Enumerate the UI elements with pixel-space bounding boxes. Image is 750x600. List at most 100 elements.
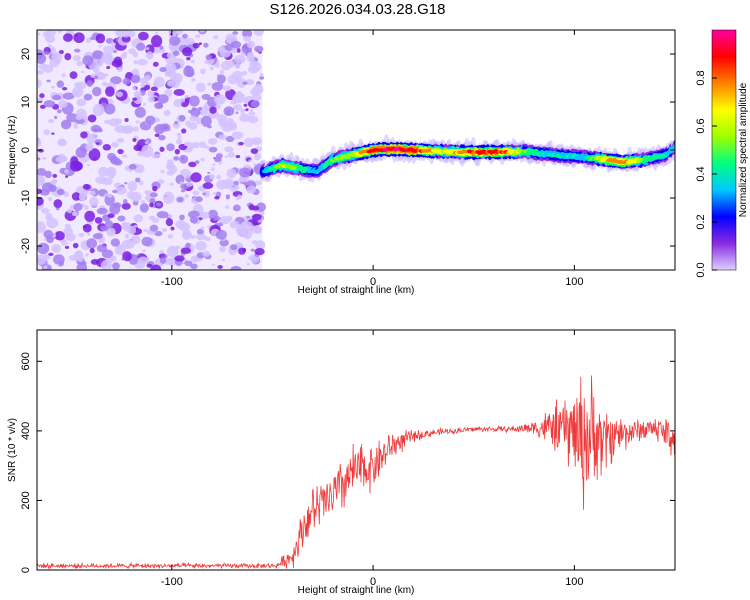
noise-blob xyxy=(85,142,94,152)
noise-blob xyxy=(122,198,128,204)
noise-blob xyxy=(132,86,137,90)
noise-blob xyxy=(248,159,252,162)
noise-blob xyxy=(223,106,235,117)
frequency-ridge xyxy=(259,134,675,183)
noise-blob xyxy=(114,125,126,134)
noise-blob xyxy=(235,111,239,114)
noise-blob xyxy=(84,210,96,222)
noise-blob xyxy=(182,33,188,39)
noise-blob xyxy=(37,97,44,103)
noise-blob xyxy=(37,32,41,36)
noise-blob xyxy=(154,102,163,110)
noise-blob xyxy=(54,230,65,241)
noise-blob xyxy=(166,245,179,258)
noise-blob xyxy=(116,91,123,98)
noise-blob xyxy=(57,138,67,146)
noise-blob xyxy=(207,82,212,86)
colorbar-tick-label: 0.6 xyxy=(695,118,707,133)
noise-blob xyxy=(195,233,207,241)
noise-blob xyxy=(225,135,235,143)
noise-blob xyxy=(90,124,102,133)
noise-blob xyxy=(89,247,95,254)
noise-blob xyxy=(242,248,247,252)
noise-blob xyxy=(64,245,70,249)
noise-blob xyxy=(62,92,75,100)
noise-blob xyxy=(104,193,108,197)
noise-blob xyxy=(53,199,63,209)
noise-blob xyxy=(172,50,180,56)
noise-blob xyxy=(142,249,146,252)
noise-blob xyxy=(56,109,62,114)
noise-blob xyxy=(128,163,137,170)
noise-blob xyxy=(184,94,189,99)
noise-blob xyxy=(121,222,130,229)
noise-blob xyxy=(150,192,158,198)
noise-blob xyxy=(147,96,155,103)
noise-blob xyxy=(37,175,46,185)
noise-blob xyxy=(188,109,193,114)
noise-blob xyxy=(226,168,237,179)
noise-blob xyxy=(127,225,137,235)
noise-blob xyxy=(102,81,108,87)
noise-blob xyxy=(184,194,189,199)
noise-blob xyxy=(110,157,121,165)
noise-blob xyxy=(139,203,149,213)
noise-blob xyxy=(37,188,43,195)
noise-blob xyxy=(150,264,162,270)
noise-blob xyxy=(60,119,72,130)
noise-blob xyxy=(89,133,99,139)
noise-blob xyxy=(252,205,260,211)
noise-blob xyxy=(103,45,114,54)
noise-blob xyxy=(43,129,50,136)
noise-blob xyxy=(229,220,240,229)
noise-blob xyxy=(176,132,182,137)
noise-blob xyxy=(231,70,243,80)
noise-blob xyxy=(160,170,165,174)
noise-blob xyxy=(140,200,146,204)
noise-blob xyxy=(83,93,93,101)
noise-blob xyxy=(96,142,100,145)
y-tick-label: 10 xyxy=(20,96,32,108)
noise-blob xyxy=(214,63,221,69)
noise-blob xyxy=(156,211,169,219)
noise-blob xyxy=(61,73,66,78)
noise-blob xyxy=(173,99,182,108)
noise-blob xyxy=(239,114,251,122)
noise-blob xyxy=(75,114,83,121)
x-tick-label: 100 xyxy=(565,276,583,288)
noise-blob xyxy=(101,249,114,259)
noise-blob xyxy=(168,164,178,174)
noise-blob xyxy=(37,221,46,233)
noise-blob xyxy=(243,103,248,107)
noise-blob xyxy=(204,61,209,64)
noise-blob xyxy=(145,47,150,51)
snr-frame xyxy=(36,329,676,571)
noise-blob xyxy=(92,50,104,60)
noise-blob xyxy=(63,191,69,197)
noise-blob xyxy=(232,204,241,212)
noise-blob xyxy=(81,70,85,74)
noise-blob xyxy=(142,228,148,233)
noise-blob xyxy=(178,36,190,46)
noise-blob xyxy=(71,211,78,217)
noise-blob xyxy=(250,248,255,252)
noise-blob xyxy=(181,128,187,134)
noise-blob xyxy=(195,117,203,125)
noise-blob xyxy=(58,49,64,55)
noise-blob xyxy=(115,30,125,37)
noise-blob xyxy=(138,180,144,186)
noise-blob xyxy=(152,185,158,192)
noise-blob xyxy=(234,54,246,64)
noise-blob xyxy=(231,124,237,128)
noise-blob xyxy=(190,263,198,270)
noise-blob xyxy=(73,32,85,44)
noise-blob xyxy=(149,224,159,232)
noise-blob xyxy=(107,210,111,213)
noise-blob xyxy=(121,202,131,210)
noise-blob xyxy=(63,33,73,42)
noise-blob xyxy=(133,144,143,152)
noise-blob xyxy=(122,154,128,158)
noise-blob xyxy=(218,134,227,140)
noise-blob xyxy=(245,108,249,112)
noise-blob xyxy=(74,48,81,53)
